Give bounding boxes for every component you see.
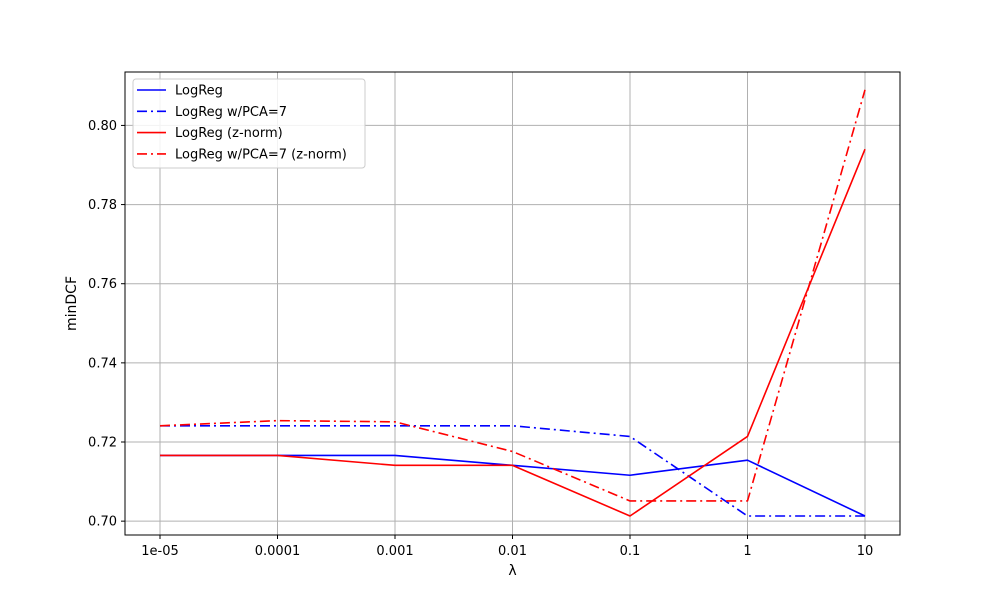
series-lines (159, 89, 866, 517)
legend-label: LogReg w/PCA=7 (175, 105, 287, 120)
y-tick-label: 0.78 (88, 198, 117, 213)
grid (125, 72, 900, 535)
legend-label: LogReg (175, 84, 223, 99)
legend-label: LogReg w/PCA=7 (z-norm) (175, 147, 347, 162)
y-axis-label: minDCF (64, 276, 80, 331)
y-tick-label: 0.72 (88, 436, 117, 451)
axis-ticks: 1e-05 0.0001 0.001 0.01 0.1 1 10 0.70 0.72 0.74 0.… (88, 119, 873, 559)
x-tick-label: 0.01 (498, 544, 527, 559)
x-tick-label: 1e-05 (141, 544, 179, 559)
x-tick-label: 0.1 (620, 544, 641, 559)
y-tick-label: 0.74 (88, 356, 117, 371)
x-tick-label: 1 (743, 544, 751, 559)
legend-box (132, 78, 366, 169)
legend-label: LogReg (z-norm) (175, 126, 283, 141)
series-line-3 (159, 89, 866, 502)
x-tick-label: 0.001 (376, 544, 413, 559)
y-tick-label: 0.80 (88, 119, 117, 134)
y-tick-label: 0.76 (88, 277, 117, 292)
x-axis-label: λ (508, 563, 516, 579)
y-tick-label: 0.70 (88, 515, 117, 530)
x-tick-label: 0.0001 (255, 544, 301, 559)
series-line-2 (160, 148, 866, 517)
legend: LogReg LogReg w/PCA=7 LogReg (z-norm) LogRe… (132, 78, 366, 169)
x-tick-label: 10 (857, 544, 874, 559)
